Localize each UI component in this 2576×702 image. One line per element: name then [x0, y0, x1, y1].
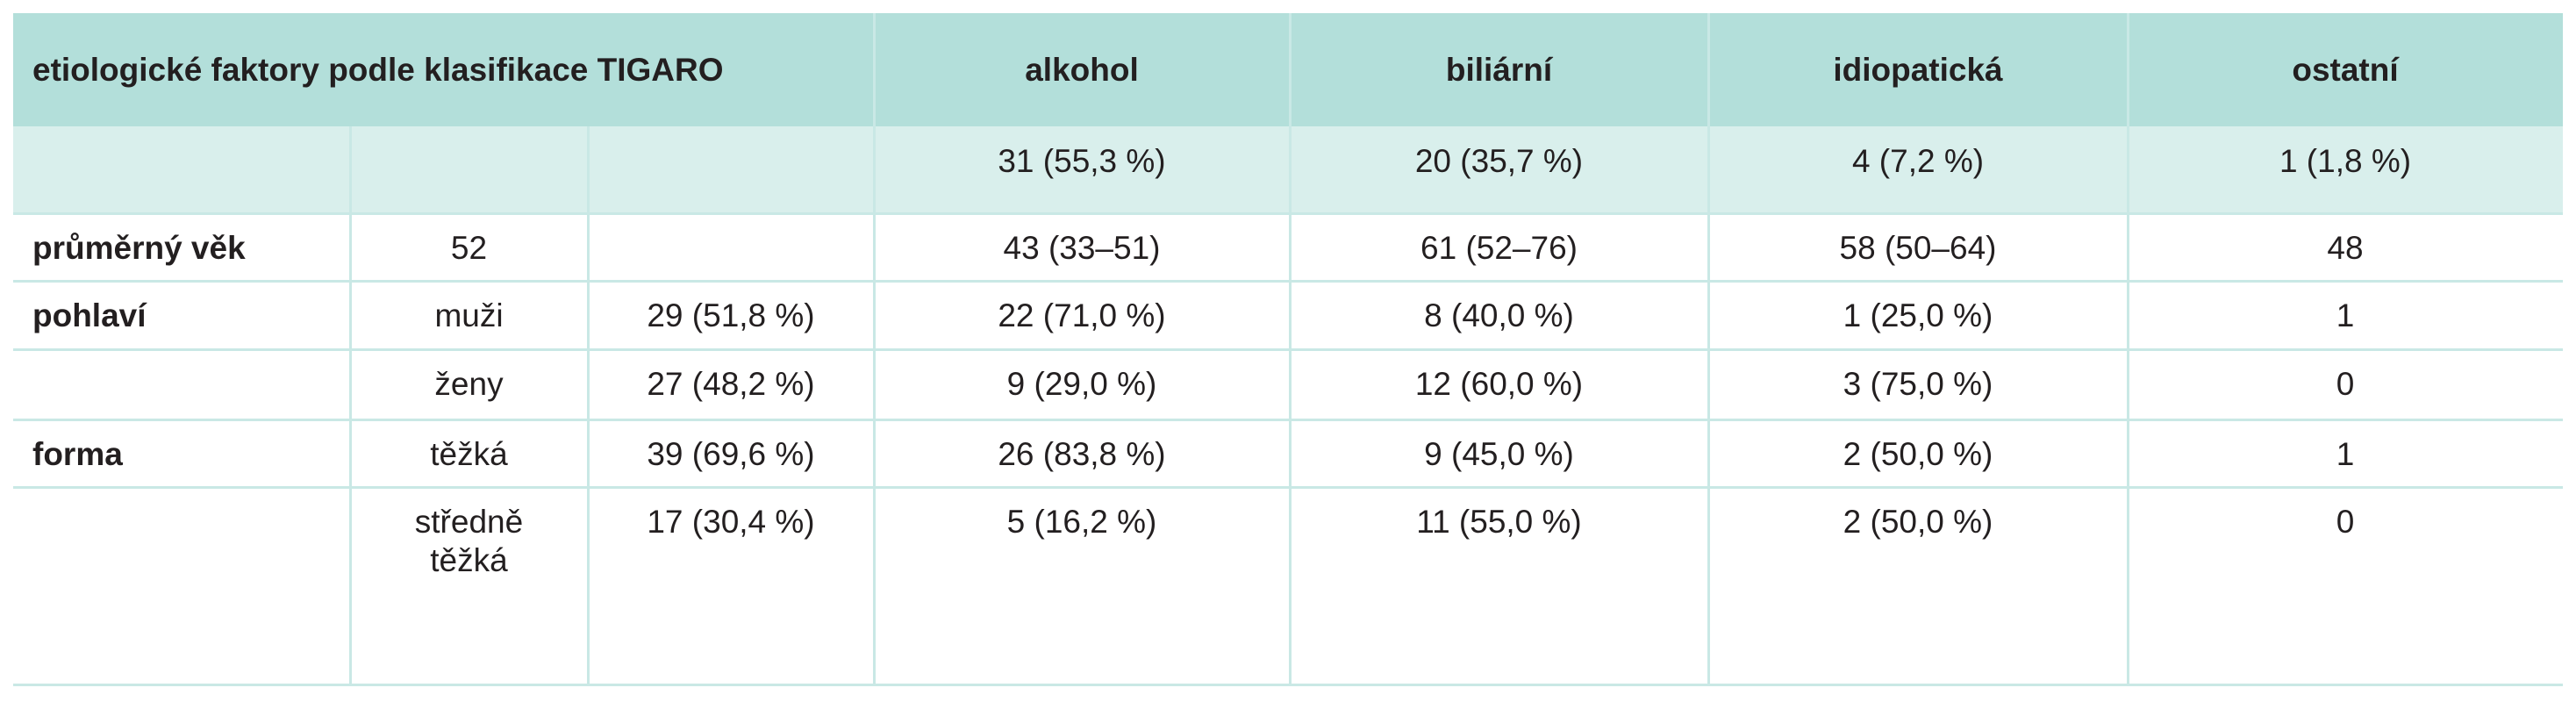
table-cell: 2 (50,0 %) — [1843, 504, 1993, 540]
table-cell: 1 (1,8 %) — [2279, 143, 2412, 179]
column-divider — [2127, 13, 2129, 684]
header-cell: idiopatická — [1708, 13, 2128, 126]
row-divider — [13, 212, 2563, 215]
table-cell: průměrný věk — [32, 230, 246, 266]
column-divider — [587, 126, 590, 684]
table-cell: 3 (75,0 %) — [1843, 366, 1993, 402]
table-cell: těžká — [430, 436, 508, 472]
table-cell: 2 (50,0 %) — [1843, 436, 1993, 472]
table-cell: 12 (60,0 %) — [1414, 366, 1584, 402]
table-cell: 20 (35,7 %) — [1414, 143, 1584, 179]
row-background — [13, 126, 2563, 213]
table-cell: muži — [434, 297, 504, 333]
table-cell: 43 (33–51) — [1003, 230, 1161, 266]
table-cell: 52 — [450, 230, 488, 266]
header-cell: etiologické faktory podle klasifikace TI… — [13, 13, 874, 126]
table-cell: 29 (51,8 %) — [647, 297, 815, 333]
table-cell: 1 — [2336, 436, 2355, 472]
table-cell: 31 (55,3 %) — [998, 143, 1166, 179]
table-cell: 48 — [2327, 230, 2364, 266]
table-cell: 1 (25,0 %) — [1843, 297, 1993, 333]
table-cell: 9 (45,0 %) — [1424, 436, 1574, 472]
table-cell: 58 (50–64) — [1839, 230, 1997, 266]
header-cell: biliární — [1290, 13, 1708, 126]
table-cell: středně těžká — [414, 504, 524, 578]
table-cell: 0 — [2336, 504, 2355, 540]
table-cell: 27 (48,2 %) — [647, 366, 815, 402]
table-cell: 0 — [2336, 366, 2355, 402]
table-cell: ženy — [434, 366, 504, 402]
table-cell: 22 (71,0 %) — [998, 297, 1166, 333]
column-divider — [349, 126, 352, 684]
table-cell: 11 (55,0 %) — [1416, 504, 1582, 540]
column-divider — [1289, 13, 1292, 684]
table-cell: 17 (30,4 %) — [647, 504, 815, 540]
table-cell: 4 (7,2 %) — [1851, 143, 1985, 179]
table-cell: 5 (16,2 %) — [1006, 504, 1157, 540]
table-cell: 39 (69,6 %) — [647, 436, 815, 472]
table-cell: 61 (52–76) — [1420, 230, 1578, 266]
header-cell: ostatní — [2128, 13, 2563, 126]
table-cell: 9 (29,0 %) — [1006, 366, 1157, 402]
column-divider — [1707, 13, 1710, 684]
row-divider — [13, 684, 2563, 686]
header-cell: alkohol — [874, 13, 1290, 126]
row-divider — [13, 280, 2563, 283]
table-cell: 8 (40,0 %) — [1424, 297, 1574, 333]
table-cell: forma — [32, 436, 123, 472]
table-cell: pohlaví — [32, 297, 147, 333]
table-cell: 1 — [2336, 297, 2355, 333]
row-divider — [13, 486, 2563, 489]
column-divider — [873, 13, 876, 684]
row-divider — [13, 419, 2563, 421]
table-cell: 26 (83,8 %) — [998, 436, 1166, 472]
row-divider — [13, 348, 2563, 351]
